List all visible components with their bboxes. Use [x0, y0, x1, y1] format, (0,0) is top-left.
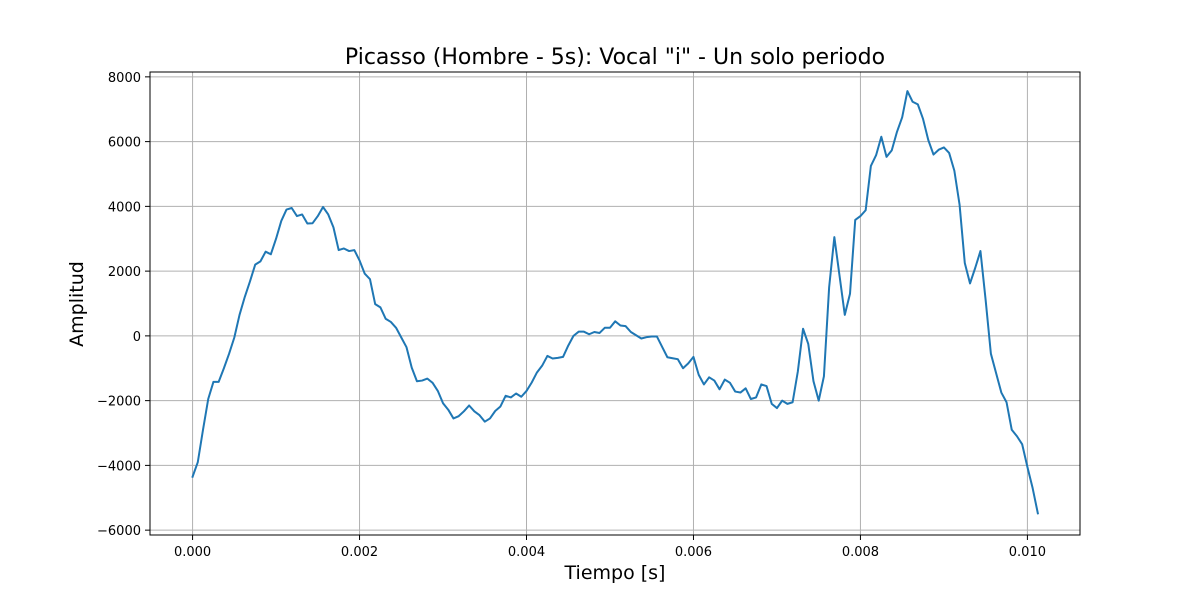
- y-tick-label: −6000: [97, 524, 141, 539]
- x-tick-label: 0.004: [508, 545, 545, 560]
- y-tick-label: 8000: [108, 71, 141, 86]
- series-line-group: [191, 90, 1040, 515]
- x-tick-label: 0.000: [174, 545, 211, 560]
- y-tick-label: 2000: [108, 265, 141, 280]
- x-ticks: 0.000 0.002 0.004 0.006 0.008 0.010: [174, 535, 1046, 560]
- axes-frame: [149, 71, 1081, 536]
- y-ticks: −6000 −4000 −2000 0 2000 4000 6000 8000: [97, 71, 150, 539]
- y-tick-label: 0: [133, 330, 141, 345]
- y-tick-label: −2000: [97, 395, 141, 410]
- x-tick-label: 0.002: [341, 545, 378, 560]
- x-tick-label: 0.008: [842, 545, 879, 560]
- x-tick-label: 0.006: [675, 545, 712, 560]
- x-axis-label: Tiempo [s]: [564, 562, 666, 584]
- y-tick-label: 4000: [108, 200, 141, 215]
- plot-frame: [149, 71, 1081, 536]
- x-tick-label: 0.010: [1009, 545, 1046, 560]
- grid: [150, 72, 1080, 535]
- y-axis-label: Amplitud: [66, 261, 88, 347]
- series-line: [191, 90, 1040, 515]
- y-tick-label: 6000: [108, 136, 141, 151]
- y-tick-label: −4000: [97, 459, 141, 474]
- chart-title: Picasso (Hombre - 5s): Vocal "i" - Un so…: [345, 45, 885, 70]
